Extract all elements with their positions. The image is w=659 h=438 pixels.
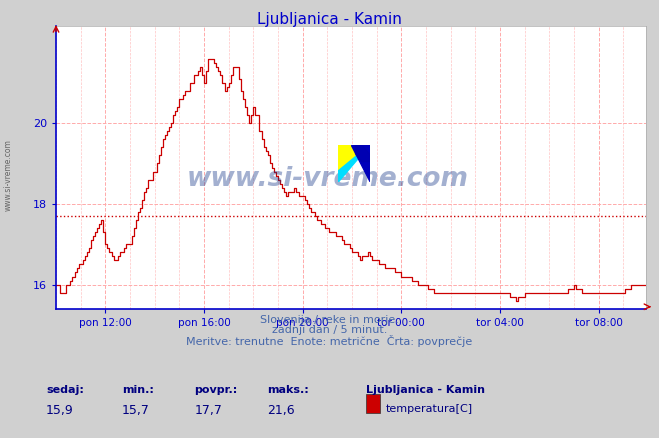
Text: Slovenija / reke in morje.: Slovenija / reke in morje.	[260, 315, 399, 325]
Polygon shape	[356, 145, 370, 162]
Text: 17,7: 17,7	[194, 404, 222, 417]
Text: zadnji dan / 5 minut.: zadnji dan / 5 minut.	[272, 325, 387, 335]
Text: temperatura[C]: temperatura[C]	[386, 404, 473, 414]
Text: www.si-vreme.com: www.si-vreme.com	[3, 139, 13, 211]
Text: Ljubljanica - Kamin: Ljubljanica - Kamin	[257, 12, 402, 27]
Text: Meritve: trenutne  Enote: metrične  Črta: povprečje: Meritve: trenutne Enote: metrične Črta: …	[186, 335, 473, 346]
Text: 21,6: 21,6	[267, 404, 295, 417]
Polygon shape	[351, 145, 370, 182]
Text: 15,9: 15,9	[46, 404, 74, 417]
Text: 15,7: 15,7	[122, 404, 150, 417]
Text: Ljubljanica - Kamin: Ljubljanica - Kamin	[366, 385, 485, 396]
Polygon shape	[338, 145, 370, 182]
Text: maks.:: maks.:	[267, 385, 308, 396]
Text: www.si-vreme.com: www.si-vreme.com	[186, 166, 469, 192]
Text: min.:: min.:	[122, 385, 154, 396]
Text: sedaj:: sedaj:	[46, 385, 84, 396]
Polygon shape	[338, 145, 370, 171]
Text: povpr.:: povpr.:	[194, 385, 238, 396]
